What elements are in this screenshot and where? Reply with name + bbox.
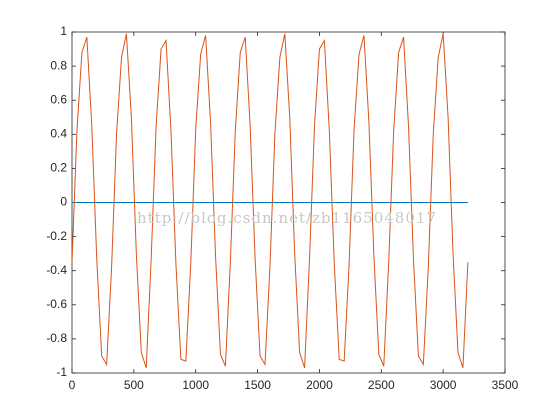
y-tick-label: 0.2 (50, 161, 67, 175)
x-tick-label: 2500 (368, 378, 395, 392)
x-tick-label: 1000 (182, 378, 209, 392)
x-tick-label: 1500 (244, 378, 271, 392)
y-tick-label: 1 (60, 24, 67, 38)
y-tick-label: -0.2 (46, 229, 67, 243)
y-tick-label: -1 (56, 365, 67, 379)
y-tick-label: -0.4 (46, 263, 67, 277)
x-tick-label: 3500 (492, 378, 519, 392)
y-tick-label: 0.4 (50, 126, 67, 140)
x-tick-label: 2000 (306, 378, 333, 392)
x-tick-label: 0 (69, 378, 76, 392)
y-tick-label: 0 (60, 195, 67, 209)
y-tick-label: 0.6 (50, 92, 67, 106)
x-tick-label: 3000 (430, 378, 457, 392)
line-series (71, 33, 469, 369)
y-tick-label: -0.6 (46, 297, 67, 311)
x-tick-label: 500 (124, 378, 144, 392)
y-tick-label: -0.8 (46, 331, 67, 345)
y-tick-label: 0.8 (50, 58, 67, 72)
watermark: http://blog.csdn.net/zb1165048017 (137, 209, 437, 227)
